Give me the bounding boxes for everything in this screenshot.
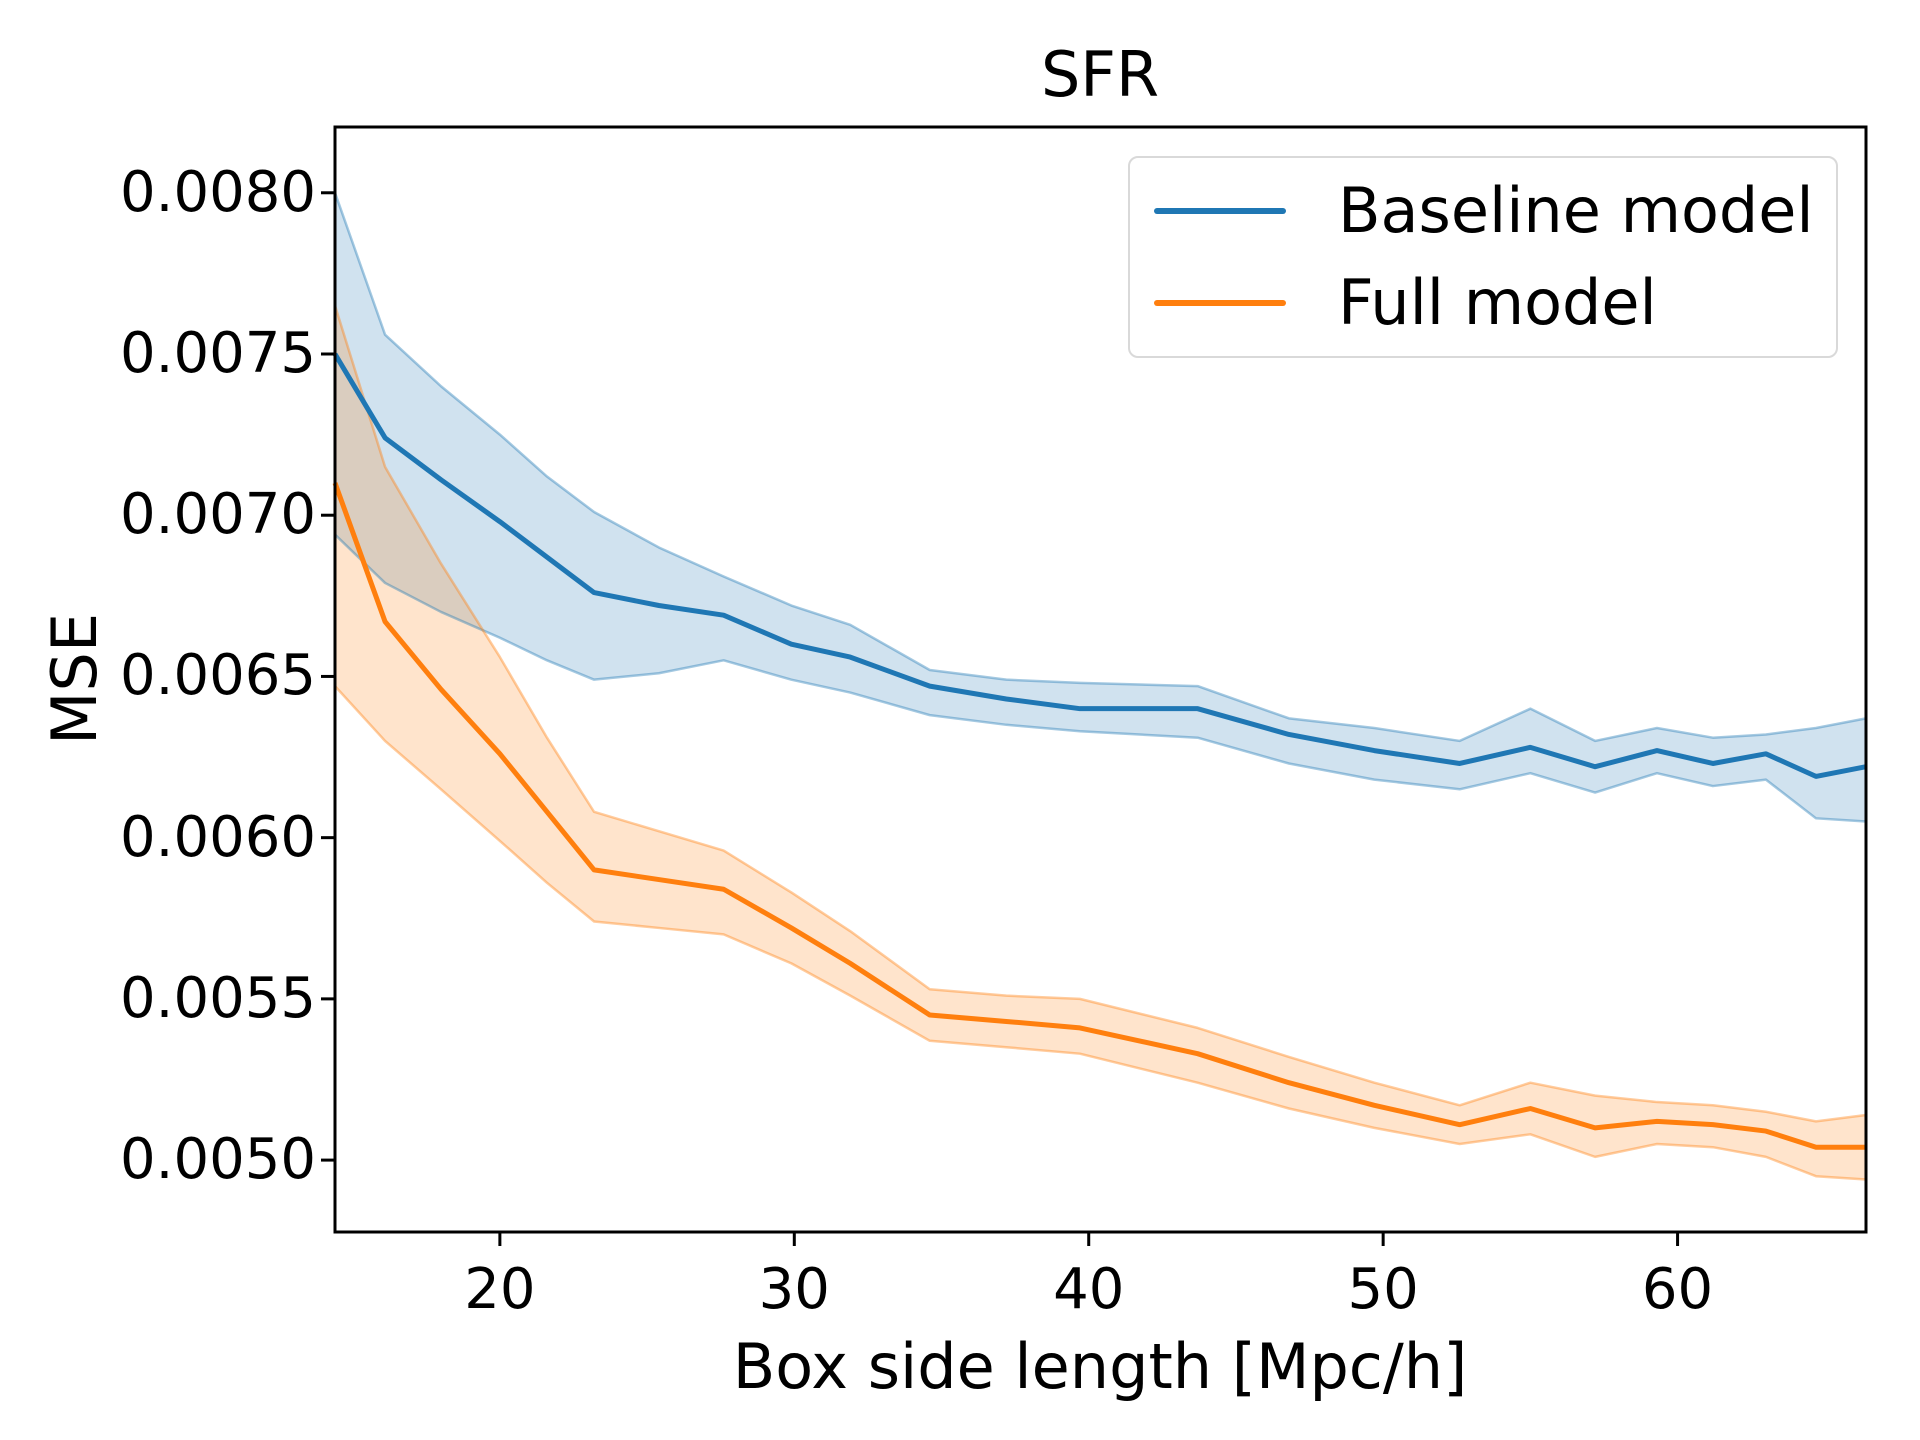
legend-label-baseline-model: Baseline model [1338, 174, 1814, 247]
x-tick-label: 40 [1053, 1257, 1125, 1322]
legend-label-full-model: Full model [1338, 266, 1657, 339]
confidence-band-edge [334, 685, 1867, 1181]
plot-frame [333, 125, 1868, 1234]
y-tick-label: 0.0075 [120, 320, 316, 386]
x-tick-label: 20 [464, 1257, 536, 1322]
x-tick-label: 30 [758, 1257, 830, 1322]
y-tick-label: 0.0060 [120, 804, 316, 870]
confidence-band-edge [334, 533, 1867, 823]
legend-line-sample-full-icon [1154, 300, 1286, 306]
y-tick-label: 0.0065 [120, 643, 316, 709]
x-tick-label: 60 [1641, 1257, 1714, 1322]
confidence-band-edge [333, 192, 1867, 743]
series-line [332, 482, 1866, 1150]
y-tick-label: 0.0055 [120, 965, 316, 1031]
legend: Baseline model Full model [1128, 156, 1838, 358]
chart-title: SFR [1040, 38, 1160, 111]
confidence-band [335, 305, 1866, 1180]
x-axis-label: Box side length [Mpc/h] [732, 1330, 1468, 1403]
y-tick-label: 0.0070 [120, 482, 316, 548]
confidence-band-edge [333, 305, 1867, 1123]
series-line [332, 352, 1867, 779]
x-tick-label: 50 [1347, 1257, 1419, 1322]
legend-line-sample-baseline-icon [1154, 208, 1286, 214]
legend-item-full-model: Full model [1154, 257, 1836, 349]
confidence-band [335, 192, 1866, 822]
y-tick-label: 0.0050 [120, 1127, 316, 1193]
legend-item-baseline-model: Baseline model [1154, 165, 1836, 257]
y-tick-label: 0.0080 [120, 159, 316, 225]
